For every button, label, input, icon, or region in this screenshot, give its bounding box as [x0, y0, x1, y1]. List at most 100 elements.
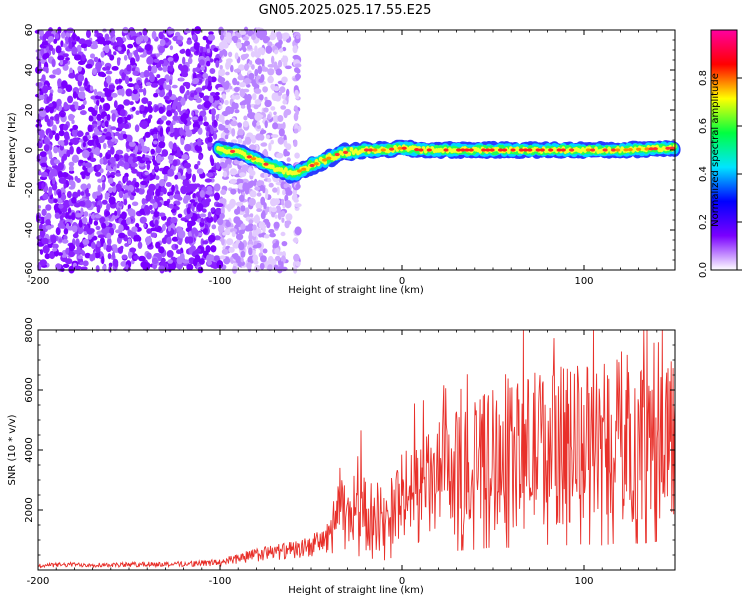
track-core: [485, 148, 491, 152]
spectrogram-cell: [225, 32, 232, 39]
spectrogram-cell: [282, 99, 288, 105]
spectrogram-cell: [57, 55, 65, 61]
spectrogram-cell: [62, 43, 68, 48]
spectrogram-cell: [141, 97, 149, 104]
spectrogram-cell: [94, 104, 99, 111]
spectrogram-cell: [295, 35, 300, 40]
spectrogram-cell: [104, 103, 111, 111]
spectrogram-cell: [81, 216, 88, 224]
spectrogram-cell: [295, 261, 301, 267]
spectrogram-cell: [143, 223, 147, 228]
spectrogram-cell: [222, 232, 227, 236]
spectrogram-cell: [206, 172, 214, 178]
spectrogram-cell: [174, 244, 179, 249]
spectrogram-cell: [181, 259, 190, 264]
spectrogram-cell: [149, 73, 156, 83]
spectrogram-cell: [235, 201, 244, 207]
spectrogram-cell: [259, 262, 265, 270]
spectrogram-cell: [112, 166, 117, 172]
track-core: [443, 148, 449, 152]
spectrogram-cell: [81, 54, 86, 62]
spectrogram-cell: [270, 207, 277, 213]
track-core: [313, 162, 319, 166]
spectrogram-cell: [198, 78, 203, 84]
spectrogram-cell: [160, 186, 166, 193]
spectrogram-cell: [275, 205, 282, 213]
spectrogram-cell: [63, 183, 67, 189]
spectrogram-cell: [101, 222, 107, 229]
spectrogram-cell: [57, 162, 64, 171]
track-core: [585, 148, 592, 152]
spectrogram-cell: [122, 184, 129, 190]
spectrogram-cell: [151, 154, 156, 163]
spectrogram-cell: [267, 75, 274, 84]
spectrogram-cell: [60, 40, 64, 48]
spectrogram-cell: [45, 204, 52, 211]
spectrogram-cell: [211, 108, 216, 116]
spectrogram-cell: [39, 216, 46, 225]
spectrogram-cell: [261, 210, 266, 217]
spectrogram-cell: [81, 91, 86, 100]
spectrogram-cell: [82, 260, 89, 267]
spectrogram-cell: [42, 193, 49, 200]
spectrogram-cell: [177, 115, 181, 122]
spectrogram-cell: [191, 111, 195, 116]
spectrogram-cell: [282, 32, 290, 40]
spectrogram-axes: -200 -100 0 100 60 40 20 0 -20 -40 -60: [24, 24, 676, 287]
spectrogram-cell: [71, 46, 78, 55]
spectrogram-cell: [170, 216, 178, 224]
spectrogram-cell: [107, 150, 111, 155]
spectrogram-cell: [262, 186, 266, 194]
spectrogram-cell: [210, 207, 215, 213]
spectrogram-cell: [74, 265, 82, 270]
track-core: [610, 148, 617, 152]
spectrogram-cell: [181, 154, 189, 160]
spectrogram-cell: [263, 202, 267, 210]
snr-axes: -200 -100 0 100 8000 6000 4000 2000: [24, 317, 676, 587]
spectrogram-cell: [254, 45, 258, 54]
spectrogram-cell: [172, 53, 180, 62]
spectrogram-cell: [240, 205, 246, 212]
spectrogram-cell: [185, 129, 193, 138]
spectrogram-cell: [80, 171, 87, 176]
spectrogram-cell: [123, 123, 130, 129]
spectrogram-cell: [89, 157, 97, 162]
spectrogram-cell: [252, 228, 258, 237]
spectrogram-cell: [270, 139, 275, 145]
spectrogram-cell: [260, 129, 267, 134]
spectrogram-cell: [260, 142, 268, 147]
spectrogram-cell: [194, 229, 199, 237]
spectrogram-cell: [152, 128, 159, 133]
spectrogram-cell: [132, 146, 136, 151]
spectrogram-cell: [242, 120, 249, 128]
track-core: [489, 148, 495, 152]
spectrogram-cell: [285, 65, 292, 70]
spectrogram-cell: [186, 167, 192, 175]
spectrogram-cell: [231, 128, 236, 137]
spectrogram-cell: [66, 191, 72, 199]
spectrogram-cell: [294, 152, 300, 159]
spectrogram-cell: [128, 250, 133, 259]
spectrogram-cell: [284, 200, 292, 209]
spectrogram-cell: [68, 141, 74, 146]
spectrogram-cell: [197, 160, 201, 166]
spectrogram-cell: [114, 210, 118, 216]
spectrogram-cell: [84, 252, 91, 259]
spectrogram-cell: [48, 131, 54, 139]
spectrogram-cell: [261, 58, 265, 67]
spectrogram-cell: [141, 198, 146, 205]
spectrogram-cell: [207, 142, 214, 147]
x-tick-label: -200: [27, 576, 50, 587]
spectrogram-cell: [181, 71, 189, 78]
spectrogram-cell: [238, 64, 245, 71]
spectrogram-cell: [119, 108, 126, 117]
spectrogram-cell: [180, 137, 185, 146]
spectrogram-cell: [218, 26, 224, 35]
spectrogram-cell: [176, 256, 183, 265]
spectrogram-cell: [87, 124, 93, 133]
x-tick-label: -100: [209, 276, 232, 287]
spectrogram-cell: [167, 57, 174, 62]
track-core: [527, 148, 533, 152]
spectrogram-cell: [159, 78, 167, 82]
spectrogram-cell: [137, 143, 143, 151]
